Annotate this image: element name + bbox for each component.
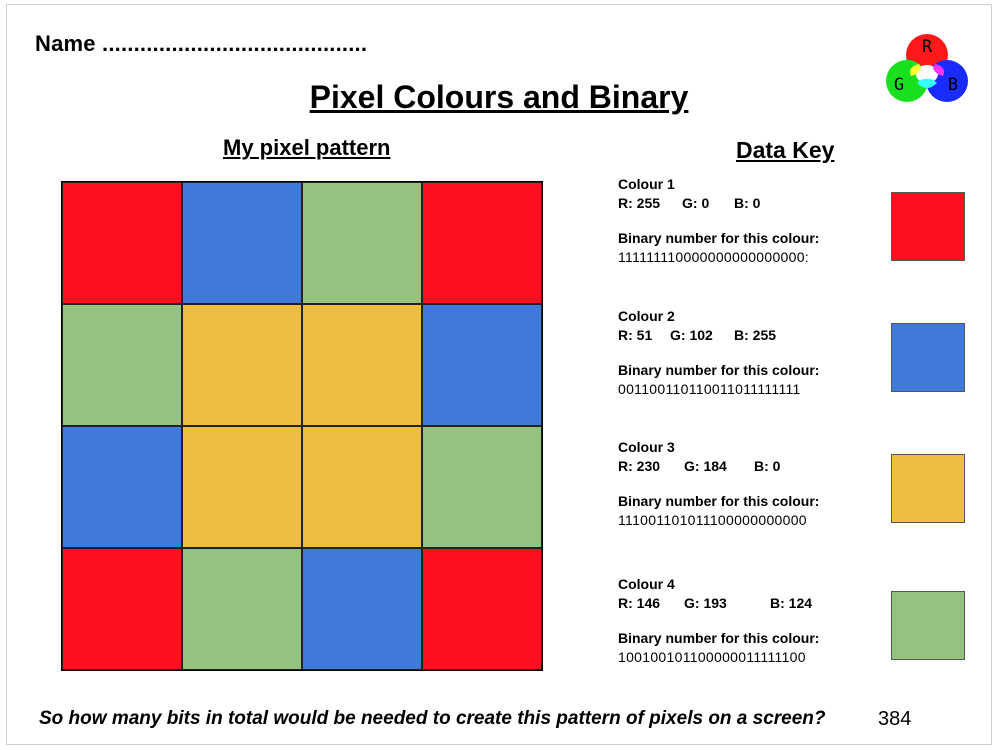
blue-value: B: 0 bbox=[754, 458, 781, 474]
blue-value: B: 255 bbox=[734, 327, 777, 343]
pixel-cell-r4-c3 bbox=[302, 548, 422, 670]
pixel-cell-r2-c2 bbox=[182, 304, 302, 426]
binary-value: 001100110110011011111111 bbox=[618, 381, 801, 397]
pixel-cell-r3-c3 bbox=[302, 426, 422, 548]
pixel-cell-r3-c2 bbox=[182, 426, 302, 548]
pixel-cell-r4-c1 bbox=[62, 548, 182, 670]
key-heading: Data Key bbox=[736, 137, 835, 163]
bits-question: So how many bits in total would be neede… bbox=[39, 708, 826, 729]
pixel-cell-r4-c4 bbox=[422, 548, 542, 670]
pixel-cell-r1-c1 bbox=[62, 182, 182, 304]
worksheet: Name ...................................… bbox=[6, 4, 992, 745]
yellow-overlap-2 bbox=[910, 64, 921, 76]
page-title: Pixel Colours and Binary bbox=[309, 79, 689, 115]
colour-name: Colour 1 bbox=[618, 176, 675, 192]
pixel-cell-r2-c1 bbox=[62, 304, 182, 426]
name-field[interactable]: Name ...................................… bbox=[35, 31, 368, 56]
swatch-colour-1 bbox=[891, 192, 965, 261]
pattern-heading: My pixel pattern bbox=[223, 135, 391, 160]
green-value: G: 102 bbox=[670, 327, 713, 343]
rgb-values: R: 230 G: 184 B: 0 bbox=[618, 457, 868, 476]
swatch-colour-3 bbox=[891, 454, 965, 523]
red-value: R: 146 bbox=[618, 595, 661, 611]
pixel-pattern-grid bbox=[61, 181, 543, 671]
binary-value: 100100101100000011111100 bbox=[618, 649, 806, 665]
binary-label: Binary number for this colour: bbox=[618, 493, 820, 509]
white-center bbox=[916, 65, 938, 83]
rgb-values: R: 51 G: 102 B: 255 bbox=[618, 326, 868, 345]
green-value: G: 0 bbox=[682, 195, 710, 211]
colour-name: Colour 3 bbox=[618, 439, 675, 455]
pixel-cell-r1-c2 bbox=[182, 182, 302, 304]
blue-value: B: 124 bbox=[770, 595, 813, 611]
rgb-values: R: 146 G: 193 B: 124 bbox=[618, 594, 868, 613]
green-value: G: 184 bbox=[684, 458, 727, 474]
pixel-cell-r1-c4 bbox=[422, 182, 542, 304]
binary-value: 111111110000000000000000: bbox=[618, 249, 809, 265]
red-value: R: 230 bbox=[618, 458, 661, 474]
rgb-venn-logo: R G B bbox=[886, 34, 968, 102]
binary-value: 111001101011100000000000 bbox=[618, 512, 807, 528]
key-entry-colour-1: Colour 1 R: 255 G: 0 B: 0 Binary number … bbox=[618, 175, 868, 267]
blue-value: B: 0 bbox=[734, 195, 761, 211]
logo-letter-b: B bbox=[948, 75, 958, 95]
swatch-colour-2 bbox=[891, 323, 965, 392]
pixel-cell-r1-c3 bbox=[302, 182, 422, 304]
key-entry-colour-4: Colour 4 R: 146 G: 193 B: 124 Binary num… bbox=[618, 575, 868, 667]
magenta-overlap bbox=[933, 64, 944, 76]
colour-name: Colour 2 bbox=[618, 308, 675, 324]
key-entry-colour-3: Colour 3 R: 230 G: 184 B: 0 Binary numbe… bbox=[618, 438, 868, 530]
binary-label: Binary number for this colour: bbox=[618, 362, 820, 378]
pixel-cell-r3-c4 bbox=[422, 426, 542, 548]
binary-label: Binary number for this colour: bbox=[618, 230, 820, 246]
pixel-cell-r2-c4 bbox=[422, 304, 542, 426]
swatch-colour-4 bbox=[891, 591, 965, 660]
colour-name: Colour 4 bbox=[618, 576, 675, 592]
pixel-cell-r2-c3 bbox=[302, 304, 422, 426]
cyan-overlap bbox=[917, 78, 937, 88]
binary-label: Binary number for this colour: bbox=[618, 630, 820, 646]
logo-letter-r: R bbox=[922, 37, 933, 57]
green-value: G: 193 bbox=[684, 595, 727, 611]
red-value: R: 255 bbox=[618, 195, 661, 211]
pixel-cell-r4-c2 bbox=[182, 548, 302, 670]
red-value: R: 51 bbox=[618, 327, 653, 343]
key-entry-colour-2: Colour 2 R: 51 G: 102 B: 255 Binary numb… bbox=[618, 307, 868, 399]
bits-answer[interactable]: 384 bbox=[878, 708, 912, 730]
pixel-cell-r3-c1 bbox=[62, 426, 182, 548]
logo-letter-g: G bbox=[894, 75, 904, 95]
rgb-values: R: 255 G: 0 B: 0 bbox=[618, 194, 868, 213]
